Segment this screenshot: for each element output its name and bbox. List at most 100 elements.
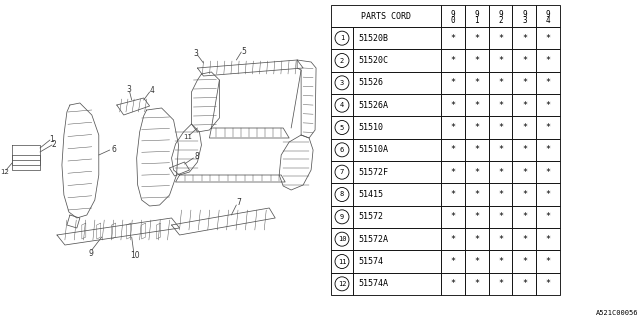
Text: *: * (546, 279, 551, 288)
Bar (465, 72, 488, 94)
Text: *: * (522, 279, 527, 288)
Bar (488, 273, 513, 295)
Bar (488, 27, 513, 49)
Text: 9: 9 (546, 10, 550, 19)
Circle shape (335, 76, 349, 90)
Bar (465, 139, 488, 161)
Text: *: * (474, 56, 479, 65)
Bar (513, 161, 536, 183)
Text: 51520B: 51520B (358, 34, 388, 43)
Bar (465, 27, 488, 49)
Bar (488, 228, 513, 250)
Text: 12: 12 (338, 281, 346, 287)
Bar (441, 206, 465, 228)
Text: 5: 5 (241, 46, 246, 55)
Bar (513, 27, 536, 49)
Bar (331, 94, 353, 116)
Text: *: * (450, 34, 455, 43)
Text: *: * (474, 145, 479, 154)
Text: *: * (546, 101, 551, 110)
Text: *: * (450, 279, 455, 288)
Bar (465, 183, 488, 206)
Text: PARTS CORD: PARTS CORD (361, 12, 411, 20)
Text: 7: 7 (236, 197, 241, 206)
Text: *: * (522, 56, 527, 65)
Text: 10: 10 (130, 251, 140, 260)
Text: *: * (546, 78, 551, 87)
Bar (465, 49, 488, 72)
Bar (536, 161, 560, 183)
Text: *: * (450, 235, 455, 244)
Text: 4: 4 (340, 102, 344, 108)
Text: 0: 0 (451, 15, 455, 25)
Bar (513, 273, 536, 295)
Text: *: * (546, 56, 551, 65)
Text: *: * (522, 168, 527, 177)
Circle shape (335, 98, 349, 112)
Bar (488, 49, 513, 72)
Bar (513, 5, 536, 27)
Text: 6: 6 (111, 145, 116, 154)
Text: *: * (474, 279, 479, 288)
Text: *: * (546, 212, 551, 221)
Text: 12: 12 (1, 169, 10, 175)
Bar (488, 139, 513, 161)
Bar (513, 183, 536, 206)
Text: 51526: 51526 (358, 78, 383, 87)
Text: *: * (522, 190, 527, 199)
Bar (465, 228, 488, 250)
Bar (536, 72, 560, 94)
Bar (331, 5, 441, 27)
Text: 2: 2 (498, 15, 503, 25)
Bar (536, 250, 560, 273)
Text: *: * (498, 145, 503, 154)
Text: 5: 5 (340, 124, 344, 131)
Bar (353, 273, 441, 295)
Text: 51510A: 51510A (358, 145, 388, 154)
Text: 9: 9 (340, 214, 344, 220)
Text: *: * (474, 257, 479, 266)
Text: *: * (474, 168, 479, 177)
Bar (465, 273, 488, 295)
Text: *: * (450, 257, 455, 266)
Text: 1: 1 (474, 15, 479, 25)
Bar (331, 27, 353, 49)
Bar (441, 273, 465, 295)
Bar (536, 206, 560, 228)
Text: 11: 11 (183, 134, 192, 140)
Bar (488, 206, 513, 228)
Text: *: * (522, 145, 527, 154)
Text: *: * (546, 145, 551, 154)
Text: *: * (498, 168, 503, 177)
Bar (353, 228, 441, 250)
Text: *: * (522, 101, 527, 110)
Bar (331, 49, 353, 72)
Bar (536, 49, 560, 72)
Bar (465, 94, 488, 116)
Text: 11: 11 (338, 259, 346, 265)
Text: 8: 8 (340, 191, 344, 197)
Bar (441, 250, 465, 273)
Bar (536, 183, 560, 206)
Text: *: * (498, 56, 503, 65)
Text: *: * (498, 235, 503, 244)
Text: 3: 3 (193, 49, 198, 58)
Bar (488, 250, 513, 273)
Text: *: * (450, 190, 455, 199)
Bar (513, 116, 536, 139)
Text: *: * (498, 34, 503, 43)
Bar (331, 116, 353, 139)
Bar (441, 72, 465, 94)
Text: *: * (522, 78, 527, 87)
Text: 51572: 51572 (358, 212, 383, 221)
Text: *: * (498, 78, 503, 87)
Text: 3: 3 (522, 15, 527, 25)
Text: 1: 1 (340, 35, 344, 41)
Text: 1: 1 (49, 134, 54, 143)
Bar (536, 228, 560, 250)
Text: 9: 9 (451, 10, 455, 19)
Text: *: * (546, 34, 551, 43)
Text: 51572A: 51572A (358, 235, 388, 244)
Text: 9: 9 (498, 10, 503, 19)
Bar (441, 139, 465, 161)
